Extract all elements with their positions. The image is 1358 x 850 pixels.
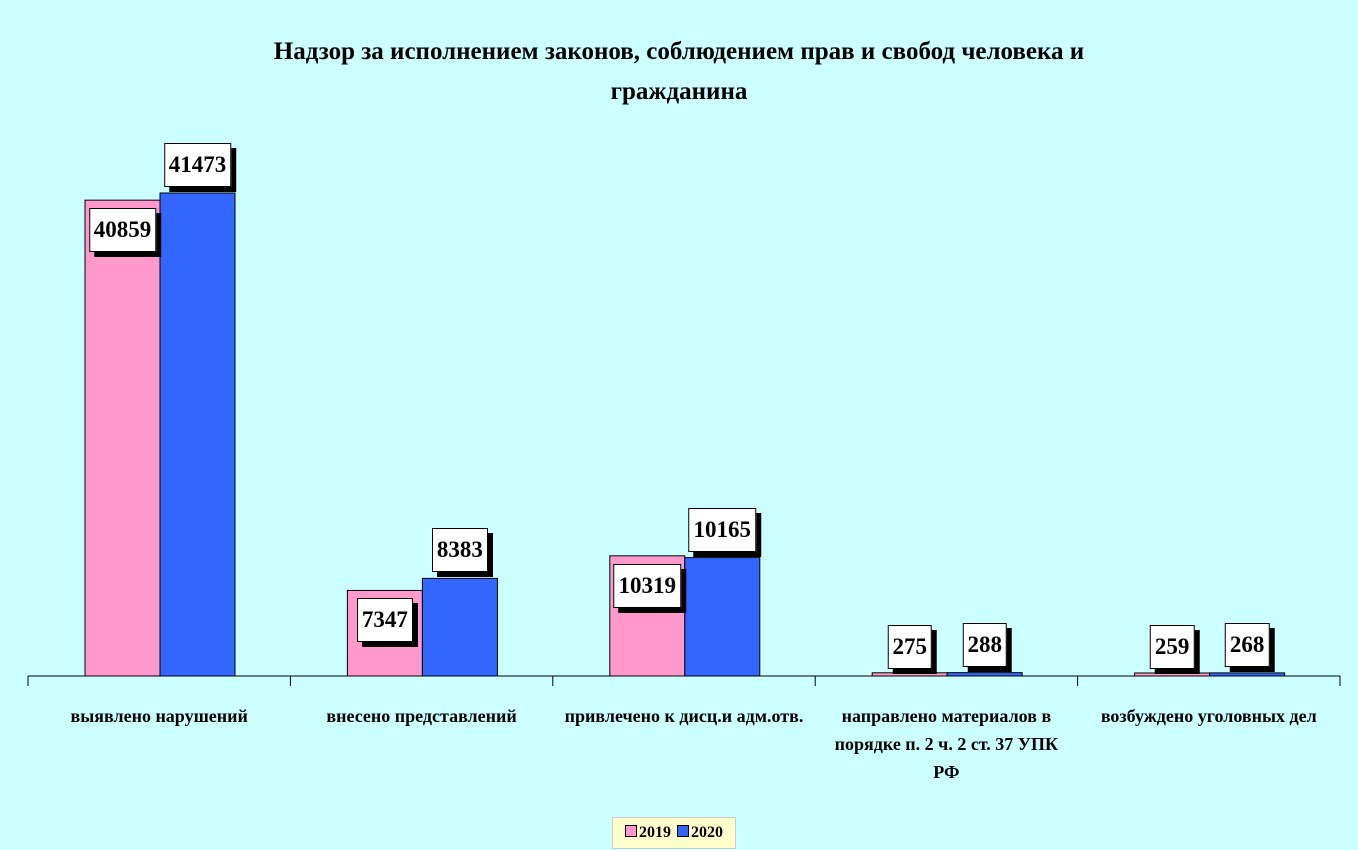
data-label: 40859 <box>88 208 157 253</box>
data-label: 259 <box>1149 625 1195 669</box>
bar <box>84 199 161 677</box>
x-tick-label: направлено материалов в порядке п. 2 ч. … <box>834 706 1059 782</box>
x-tick-label: возбуждено уголовных дел <box>1100 706 1317 726</box>
bar <box>871 672 948 677</box>
data-label: 268 <box>1224 622 1270 667</box>
bar <box>684 557 761 677</box>
legend-label: 2019 <box>639 824 671 841</box>
x-tick-label: выявлено нарушений <box>70 706 248 726</box>
data-label: 7347 <box>356 598 413 643</box>
chart-title: Надзор за исполнением законов, соблюдени… <box>273 38 1085 105</box>
data-label: 8383 <box>431 528 488 573</box>
data-label: 41473 <box>163 143 232 187</box>
data-label: 288 <box>962 622 1007 667</box>
bar <box>1134 672 1211 677</box>
bar <box>1209 672 1286 677</box>
legend-item: 2020 <box>677 824 723 842</box>
data-label: 10319 <box>613 563 682 608</box>
bar <box>159 192 236 677</box>
legend-item: 2019 <box>625 824 671 842</box>
data-label: 275 <box>887 625 932 669</box>
legend-swatch <box>677 825 689 837</box>
bar <box>421 577 498 677</box>
bar <box>946 672 1023 677</box>
data-label: 10165 <box>688 507 757 552</box>
x-tick-label: привлечено к дисц.и адм.отв. <box>564 706 804 726</box>
legend-label: 2020 <box>691 824 723 841</box>
legend-swatch <box>625 825 637 837</box>
x-tick-label: внесено представлений <box>326 706 517 726</box>
legend: 2019 2020 <box>612 817 736 849</box>
